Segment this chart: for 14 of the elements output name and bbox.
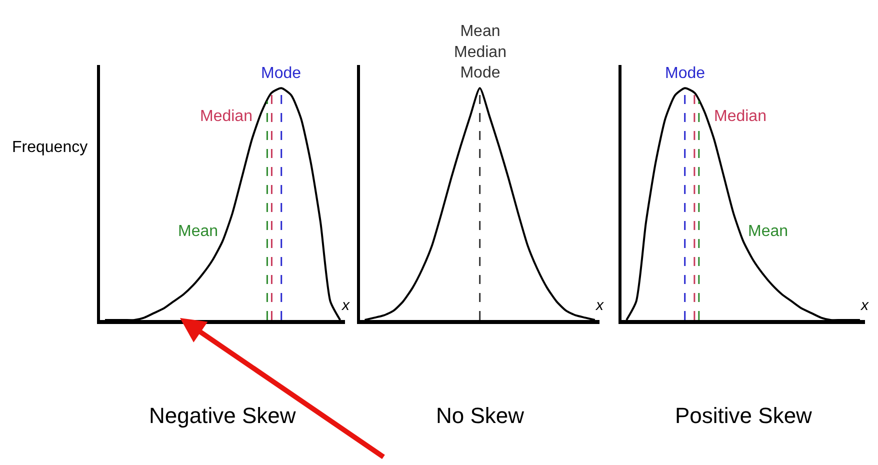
annotation: Median — [714, 108, 766, 125]
text: Negative Skew — [149, 403, 296, 428]
annotation: Mean — [178, 223, 218, 240]
text: Mode — [261, 65, 302, 82]
x-axis-title: x — [860, 297, 869, 314]
annotation: Median — [200, 108, 252, 125]
text: Mode — [665, 65, 706, 82]
annotation: Mean — [748, 223, 788, 240]
text: Positive Skew — [675, 403, 812, 428]
x-axis-title: x — [595, 297, 604, 314]
text: Mean Median Mode — [454, 23, 506, 82]
x-axis-title: x — [341, 297, 350, 314]
text: No Skew — [436, 403, 524, 428]
y-axis-title: Frequency — [12, 139, 88, 156]
